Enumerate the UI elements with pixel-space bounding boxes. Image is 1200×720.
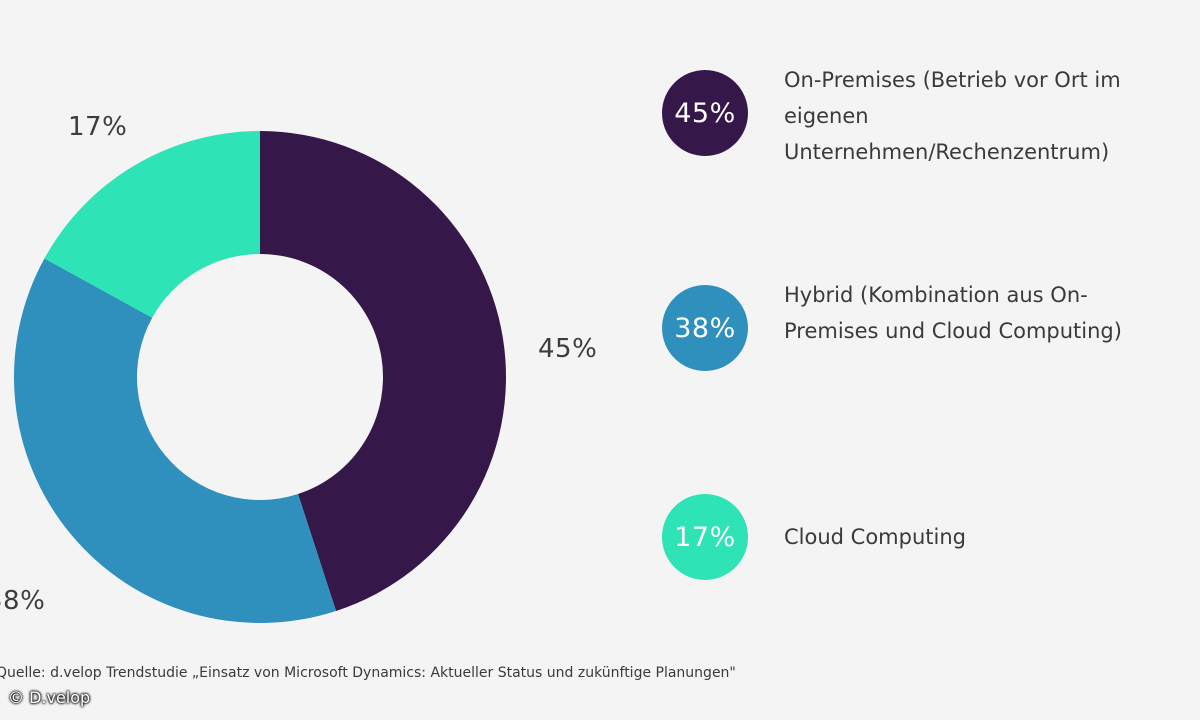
slice-hybrid xyxy=(13,258,337,623)
legend-label-cloud: Cloud Computing xyxy=(784,525,966,549)
legend-badge-on-premises: 45% xyxy=(662,70,748,156)
legend-badge-hybrid: 38% xyxy=(662,285,748,371)
legend-badge-cloud: 17% xyxy=(662,494,748,580)
legend-item-on-premises: 45% On-Premises (Betrieb vor Ort im eige… xyxy=(662,68,1182,164)
legend-item-hybrid: 38% Hybrid (Kombination aus On-Premises … xyxy=(662,283,1182,375)
slice-label-hybrid: 38% xyxy=(0,586,46,616)
slice-on-premises xyxy=(260,131,506,611)
slice-label-on-premises: 45% xyxy=(538,334,598,364)
source-note: Quelle: d.velop Trendstudie „Einsatz von… xyxy=(0,665,736,681)
legend-label-on-premises: On-Premises (Betrieb vor Ort im eigenen … xyxy=(784,68,1121,164)
copyright-notice: © D.velop xyxy=(8,688,91,707)
slice-label-cloud: 17% xyxy=(68,112,128,142)
slice-cloud xyxy=(44,131,260,318)
legend-label-hybrid: Hybrid (Kombination aus On-Premises und … xyxy=(784,283,1122,343)
legend-item-cloud: 17% Cloud Computing xyxy=(662,494,1182,584)
